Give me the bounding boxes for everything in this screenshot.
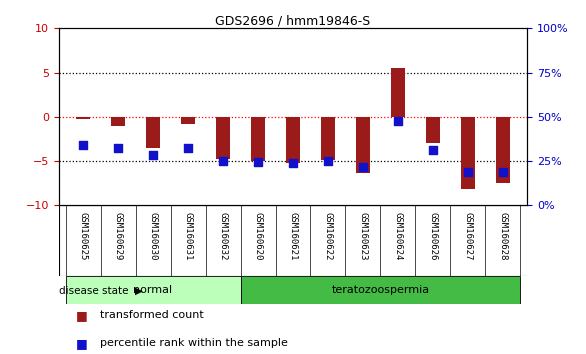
Bar xyxy=(240,276,520,304)
Text: transformed count: transformed count xyxy=(100,310,203,320)
Bar xyxy=(426,117,440,143)
Point xyxy=(183,145,193,151)
Text: GSM160622: GSM160622 xyxy=(323,212,332,261)
Text: GSM160621: GSM160621 xyxy=(288,212,298,261)
Point xyxy=(358,164,367,170)
Bar xyxy=(76,117,90,120)
Text: GSM160623: GSM160623 xyxy=(359,212,367,261)
Point xyxy=(498,169,507,175)
Text: GSM160627: GSM160627 xyxy=(464,212,472,261)
Text: ■: ■ xyxy=(76,337,88,350)
Bar xyxy=(181,117,195,124)
Text: ■: ■ xyxy=(76,309,88,321)
Text: GSM160620: GSM160620 xyxy=(254,212,263,261)
Text: percentile rank within the sample: percentile rank within the sample xyxy=(100,338,288,348)
Text: teratozoospermia: teratozoospermia xyxy=(332,285,430,295)
Bar xyxy=(66,276,240,304)
Point xyxy=(253,159,263,165)
Point xyxy=(428,148,438,153)
Bar xyxy=(461,117,475,189)
Bar xyxy=(251,117,265,161)
Text: normal: normal xyxy=(134,285,173,295)
Text: GSM160624: GSM160624 xyxy=(393,212,403,261)
Bar xyxy=(286,117,300,163)
Point xyxy=(219,158,228,164)
Point xyxy=(79,142,88,148)
Bar xyxy=(216,117,230,159)
Text: GSM160631: GSM160631 xyxy=(183,212,193,261)
Point xyxy=(393,119,403,124)
Bar xyxy=(321,117,335,160)
Text: GSM160625: GSM160625 xyxy=(79,212,87,261)
Bar xyxy=(146,117,160,148)
Bar xyxy=(356,117,370,173)
Title: GDS2696 / hmm19846-S: GDS2696 / hmm19846-S xyxy=(216,14,370,27)
Point xyxy=(464,169,473,175)
Text: disease state  ▶: disease state ▶ xyxy=(59,285,142,295)
Point xyxy=(113,145,122,151)
Text: GSM160626: GSM160626 xyxy=(428,212,437,261)
Bar xyxy=(111,117,125,126)
Text: GSM160630: GSM160630 xyxy=(149,212,158,261)
Bar xyxy=(496,117,510,183)
Text: GSM160632: GSM160632 xyxy=(219,212,227,261)
Point xyxy=(288,160,298,166)
Text: GSM160629: GSM160629 xyxy=(114,212,122,261)
Point xyxy=(323,158,333,164)
Point xyxy=(148,152,158,158)
Bar xyxy=(391,68,405,117)
Text: GSM160628: GSM160628 xyxy=(499,212,507,261)
